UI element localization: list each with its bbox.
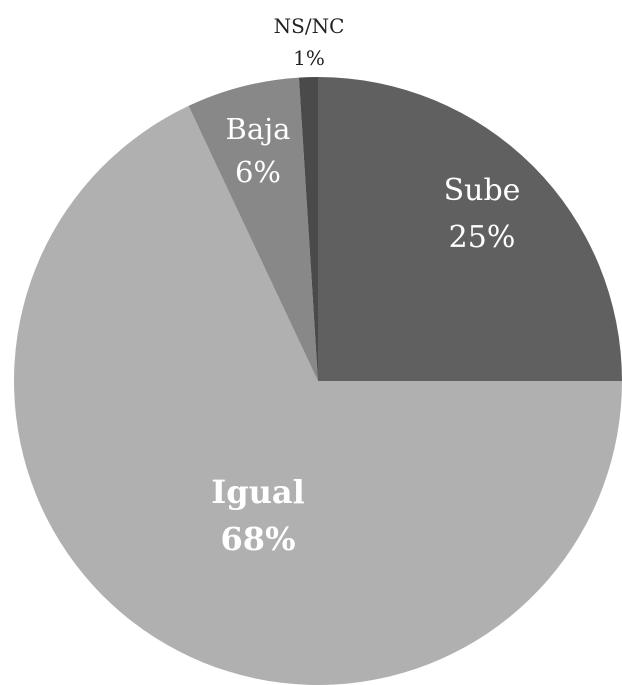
pie-slice-baja — [188, 77, 318, 381]
pie-slice-sube — [318, 77, 622, 381]
pie-slice-igual — [14, 105, 622, 685]
slice-value-label: 1% — [293, 46, 325, 70]
slice-value-label: 68% — [221, 520, 296, 558]
pie-slice-ns-nc — [298, 77, 318, 381]
slice-category-label: Baja — [226, 112, 291, 146]
slice-category-label: Sube — [444, 173, 521, 208]
slice-category-label: Igual — [211, 473, 305, 511]
slice-category-label: NS/NC — [274, 14, 345, 38]
slice-value-label: 25% — [449, 220, 516, 255]
slice-value-label: 6% — [235, 155, 281, 189]
pie-slices — [14, 77, 622, 685]
pie-labels: Sube 25% Igual 68% Baja 6% NS/NC 1% — [211, 14, 520, 558]
